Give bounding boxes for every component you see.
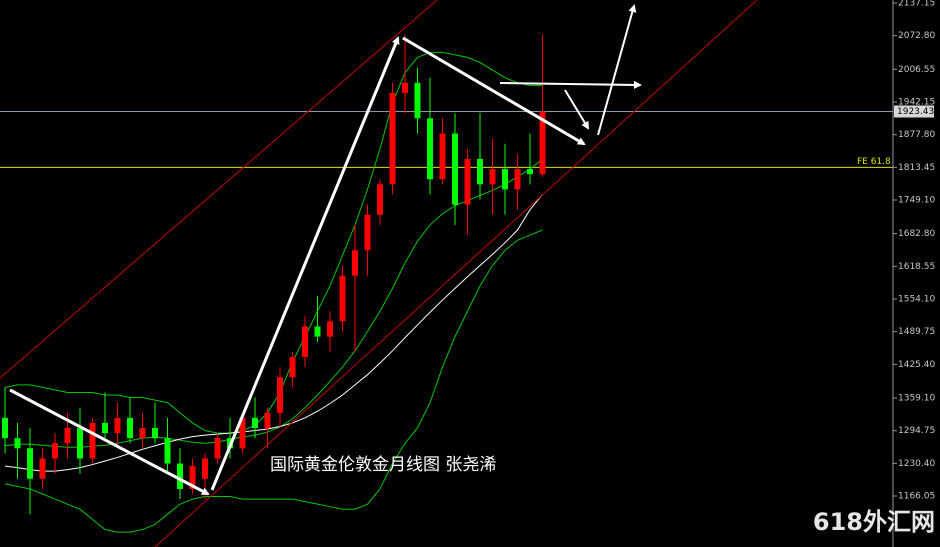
candle-body	[152, 428, 158, 439]
candle-body	[464, 158, 471, 205]
candle-body	[314, 326, 321, 337]
last-price-label: 1923.43	[897, 107, 934, 117]
candle-body	[202, 458, 208, 479]
candle-body	[64, 428, 71, 444]
candle-body	[452, 133, 458, 205]
candle-body	[277, 377, 283, 413]
indicator-line	[4, 229, 543, 533]
candle-body	[389, 92, 396, 185]
y-tick-label: 1942.15	[898, 97, 935, 107]
y-tick-label: 1813.45	[898, 163, 935, 173]
y-tick-label: 1618.55	[898, 262, 935, 272]
candle-body	[364, 214, 371, 251]
candle-body	[527, 169, 533, 175]
candle-body	[139, 428, 146, 439]
candle-body	[89, 422, 96, 459]
arrow	[9, 388, 210, 496]
candle-body	[327, 321, 333, 337]
y-tick-label: 1230.40	[898, 459, 935, 469]
candle-body	[177, 463, 183, 489]
arrow	[597, 4, 637, 136]
y-tick-label: 2072.80	[898, 31, 935, 41]
candle-body	[439, 133, 446, 180]
y-tick-label: 1166.05	[898, 492, 935, 502]
candle-body	[477, 158, 483, 185]
candle-body	[414, 82, 421, 119]
candle-body	[27, 448, 33, 479]
candle-body	[239, 417, 246, 449]
y-tick-label: 1877.80	[898, 130, 935, 140]
candle-body	[302, 326, 308, 357]
last-price-box	[894, 105, 934, 118]
y-tick-label: 2137.15	[898, 0, 935, 9]
candle-body	[114, 417, 121, 434]
candle-body	[164, 438, 171, 464]
y-tick-label: 1489.75	[898, 327, 935, 337]
candle-body	[489, 169, 496, 185]
candle-body	[127, 417, 133, 439]
candle-body	[52, 443, 58, 459]
indicator-line	[4, 51, 543, 434]
candle-body	[77, 428, 83, 459]
candle-body	[214, 438, 221, 459]
y-tick-label: 1294.75	[898, 426, 935, 436]
candle-body	[189, 466, 196, 489]
candle-body	[2, 417, 8, 439]
channel-line	[154, 0, 758, 547]
candle-body	[252, 417, 258, 429]
candle-body	[102, 422, 108, 434]
arrow	[402, 36, 586, 146]
plot-area: FE 61.8	[0, 34, 893, 533]
candle-body	[427, 118, 433, 180]
y-tick-label: 1425.40	[898, 360, 935, 370]
candle-body	[539, 111, 546, 175]
candle-body	[39, 458, 46, 479]
annotation: 国际黄金伦敦金月线图 张尧浠	[270, 455, 496, 475]
arrows	[9, 4, 642, 496]
candle-body	[402, 82, 408, 93]
y-tick-label: 1359.10	[898, 393, 935, 403]
candle-body	[289, 356, 296, 378]
channel-line	[0, 0, 438, 379]
fe-label: FE 61.8	[857, 157, 891, 167]
candle-body	[339, 275, 346, 322]
watermark: 618外汇网	[813, 508, 935, 536]
arrow	[564, 89, 590, 130]
arrow	[210, 36, 400, 491]
candle-body	[502, 169, 508, 190]
arrow	[499, 80, 642, 89]
y-tick-label: 1682.80	[898, 229, 935, 239]
y-tick-label: 1749.10	[898, 196, 935, 206]
candle-body	[264, 412, 271, 429]
candle-body	[352, 250, 358, 276]
candle-body	[377, 184, 383, 215]
candle-body	[14, 438, 21, 449]
candle-body	[514, 169, 521, 190]
y-tick-label: 1554.10	[898, 295, 935, 305]
indicator-line	[4, 194, 543, 472]
y-tick-label: 2006.55	[898, 65, 935, 75]
